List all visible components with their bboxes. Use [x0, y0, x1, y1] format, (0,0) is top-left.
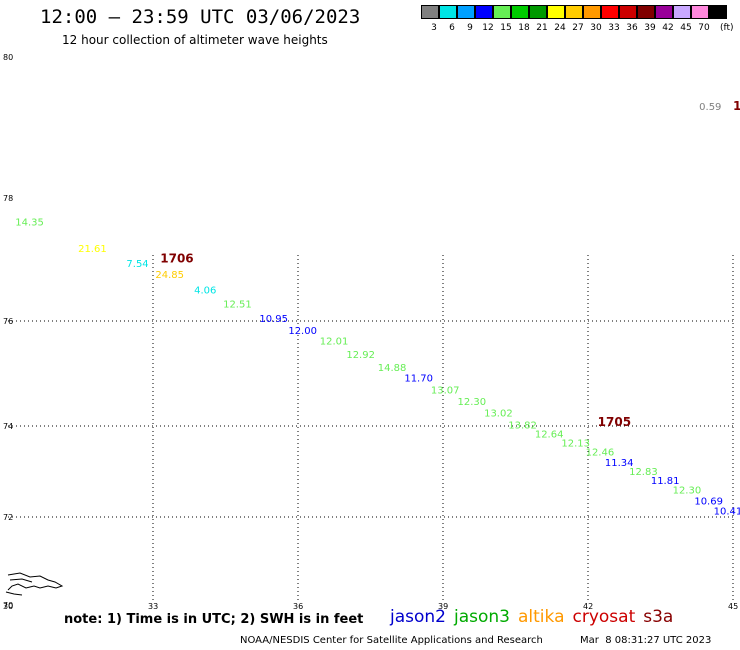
colorbar-swatch: [691, 5, 709, 19]
colorbar-tick-label: 3: [431, 23, 437, 33]
wave-height-value[interactable]: 13.02: [484, 409, 513, 420]
colorbar-tick-label: 12: [482, 23, 494, 33]
colorbar-tick-label: 6: [449, 23, 455, 33]
wave-height-value[interactable]: 12.46: [586, 448, 615, 459]
wave-height-value[interactable]: 21.61: [78, 244, 107, 255]
wave-height-value[interactable]: 12.64: [535, 429, 564, 440]
generated-timestamp: Mar 8 08:31:27 UTC 2023: [580, 635, 712, 646]
colorbar-tick-label: 27: [572, 23, 584, 33]
colorbar-swatch: [619, 5, 637, 19]
wave-height-value[interactable]: 7.54: [126, 259, 148, 270]
latitude-label: 78: [3, 194, 13, 203]
colorbar-tick-label: 15: [500, 23, 512, 33]
colorbar-tick-label: 42: [662, 23, 674, 33]
colorbar-swatch: [421, 5, 439, 19]
colorbar-tick-label: 33: [608, 23, 620, 33]
coastline: [5, 572, 64, 596]
satellite-track-labels: 1706 1705 1: [160, 99, 740, 429]
latitude-label: 70: [3, 601, 13, 610]
wave-height-value[interactable]: 14.88: [378, 363, 407, 374]
wave-height-value[interactable]: 12.13: [561, 438, 590, 449]
colorbar-tick-label: 45: [680, 23, 692, 33]
colorbar-swatch: [655, 5, 673, 19]
colorbar-swatch: [493, 5, 511, 19]
legend-item-jason2: jason2: [390, 607, 446, 627]
legend-item-altika: altika: [518, 607, 565, 627]
wave-height-value[interactable]: 4.06: [194, 285, 216, 296]
wave-height-value[interactable]: 24.85: [155, 270, 184, 281]
colorbar-tick-label: 18: [518, 23, 530, 33]
longitude-label: 45: [728, 602, 738, 611]
longitude-label: 30: [3, 602, 13, 611]
wave-height-value[interactable]: 12.30: [458, 397, 487, 408]
wave-height-value[interactable]: 11.70: [404, 373, 433, 384]
latitude-label: 72: [3, 513, 13, 522]
graticule: [8, 255, 734, 600]
colorbar-swatch: [565, 5, 583, 19]
colorbar-tick-label: 21: [536, 23, 548, 33]
wave-height-value[interactable]: 10.95: [259, 314, 288, 325]
wave-height-value[interactable]: 12.30: [673, 485, 702, 496]
colorbar-swatch: [709, 5, 727, 19]
wave-height-value[interactable]: 13.82: [508, 420, 537, 431]
wave-height-value[interactable]: 12.51: [223, 299, 252, 310]
colorbar-swatch: [439, 5, 457, 19]
track-label: 1: [733, 99, 740, 113]
track-label: 1706: [160, 252, 193, 266]
map-title: 12:00 – 23:59 UTC 03/06/2023: [40, 6, 361, 28]
colorbar-tick-label: 30: [590, 23, 602, 33]
wave-height-value[interactable]: 11.81: [651, 476, 680, 487]
latitude-label: 74: [3, 422, 13, 431]
wave-height-value[interactable]: 12.00: [288, 326, 317, 337]
legend-item-jason3: jason3: [454, 607, 510, 627]
colorbar-swatch: [529, 5, 547, 19]
legend-item-cryosat: cryosat: [572, 607, 636, 627]
longitude-label: 36: [293, 602, 303, 611]
track-label: 1705: [598, 415, 631, 429]
longitude-label: 33: [148, 602, 158, 611]
colorbar-swatch: [583, 5, 601, 19]
colorbar-swatch: [457, 5, 475, 19]
units-note: note: 1) Time is in UTC; 2) SWH is in fe…: [64, 612, 364, 627]
latitude-label: 80: [3, 53, 13, 62]
colorbar-swatch: [511, 5, 529, 19]
colorbar-swatch: [673, 5, 691, 19]
wave-height-value[interactable]: 12.83: [629, 467, 658, 478]
latitude-label: 76: [3, 317, 13, 326]
wave-height-value[interactable]: 14.35: [15, 218, 44, 229]
colorbar-swatch: [475, 5, 493, 19]
novaya-zemlya-coastline: [5, 572, 64, 596]
longitude-label: 39: [438, 602, 448, 611]
colorbar-swatch: [547, 5, 565, 19]
wave-height-value[interactable]: 0.59: [699, 102, 721, 113]
colorbar-tick-label: 39: [644, 23, 656, 33]
satellite-legend: jason2 jason3 altika cryosat s3a: [390, 607, 681, 627]
longitude-label: 42: [583, 602, 593, 611]
wave-height-points: 14.3521.617.5424.854.0612.5110.9512.0012…: [15, 102, 740, 517]
colorbar-tick-label: 36: [626, 23, 638, 33]
wave-height-value[interactable]: 12.01: [320, 337, 349, 348]
colorbar-tick-label: 70: [698, 23, 710, 33]
colorbar-unit-label: (ft): [720, 23, 734, 33]
wave-height-value[interactable]: 10.69: [694, 496, 723, 507]
colorbar-tick-label: 24: [554, 23, 566, 33]
credit-text: NOAA/NESDIS Center for Satellite Applica…: [240, 635, 543, 646]
map-subtitle: 12 hour collection of altimeter wave hei…: [62, 33, 328, 47]
wave-height-value[interactable]: 10.41: [714, 506, 740, 517]
colorbar-swatch: [601, 5, 619, 19]
legend-item-s3a: s3a: [643, 607, 674, 627]
wave-height-value[interactable]: 11.34: [605, 458, 634, 469]
wave-height-value[interactable]: 13.07: [431, 385, 460, 396]
colorbar-swatch: [637, 5, 655, 19]
colorbar-tick-label: 9: [467, 23, 473, 33]
wave-height-value[interactable]: 12.92: [346, 350, 375, 361]
